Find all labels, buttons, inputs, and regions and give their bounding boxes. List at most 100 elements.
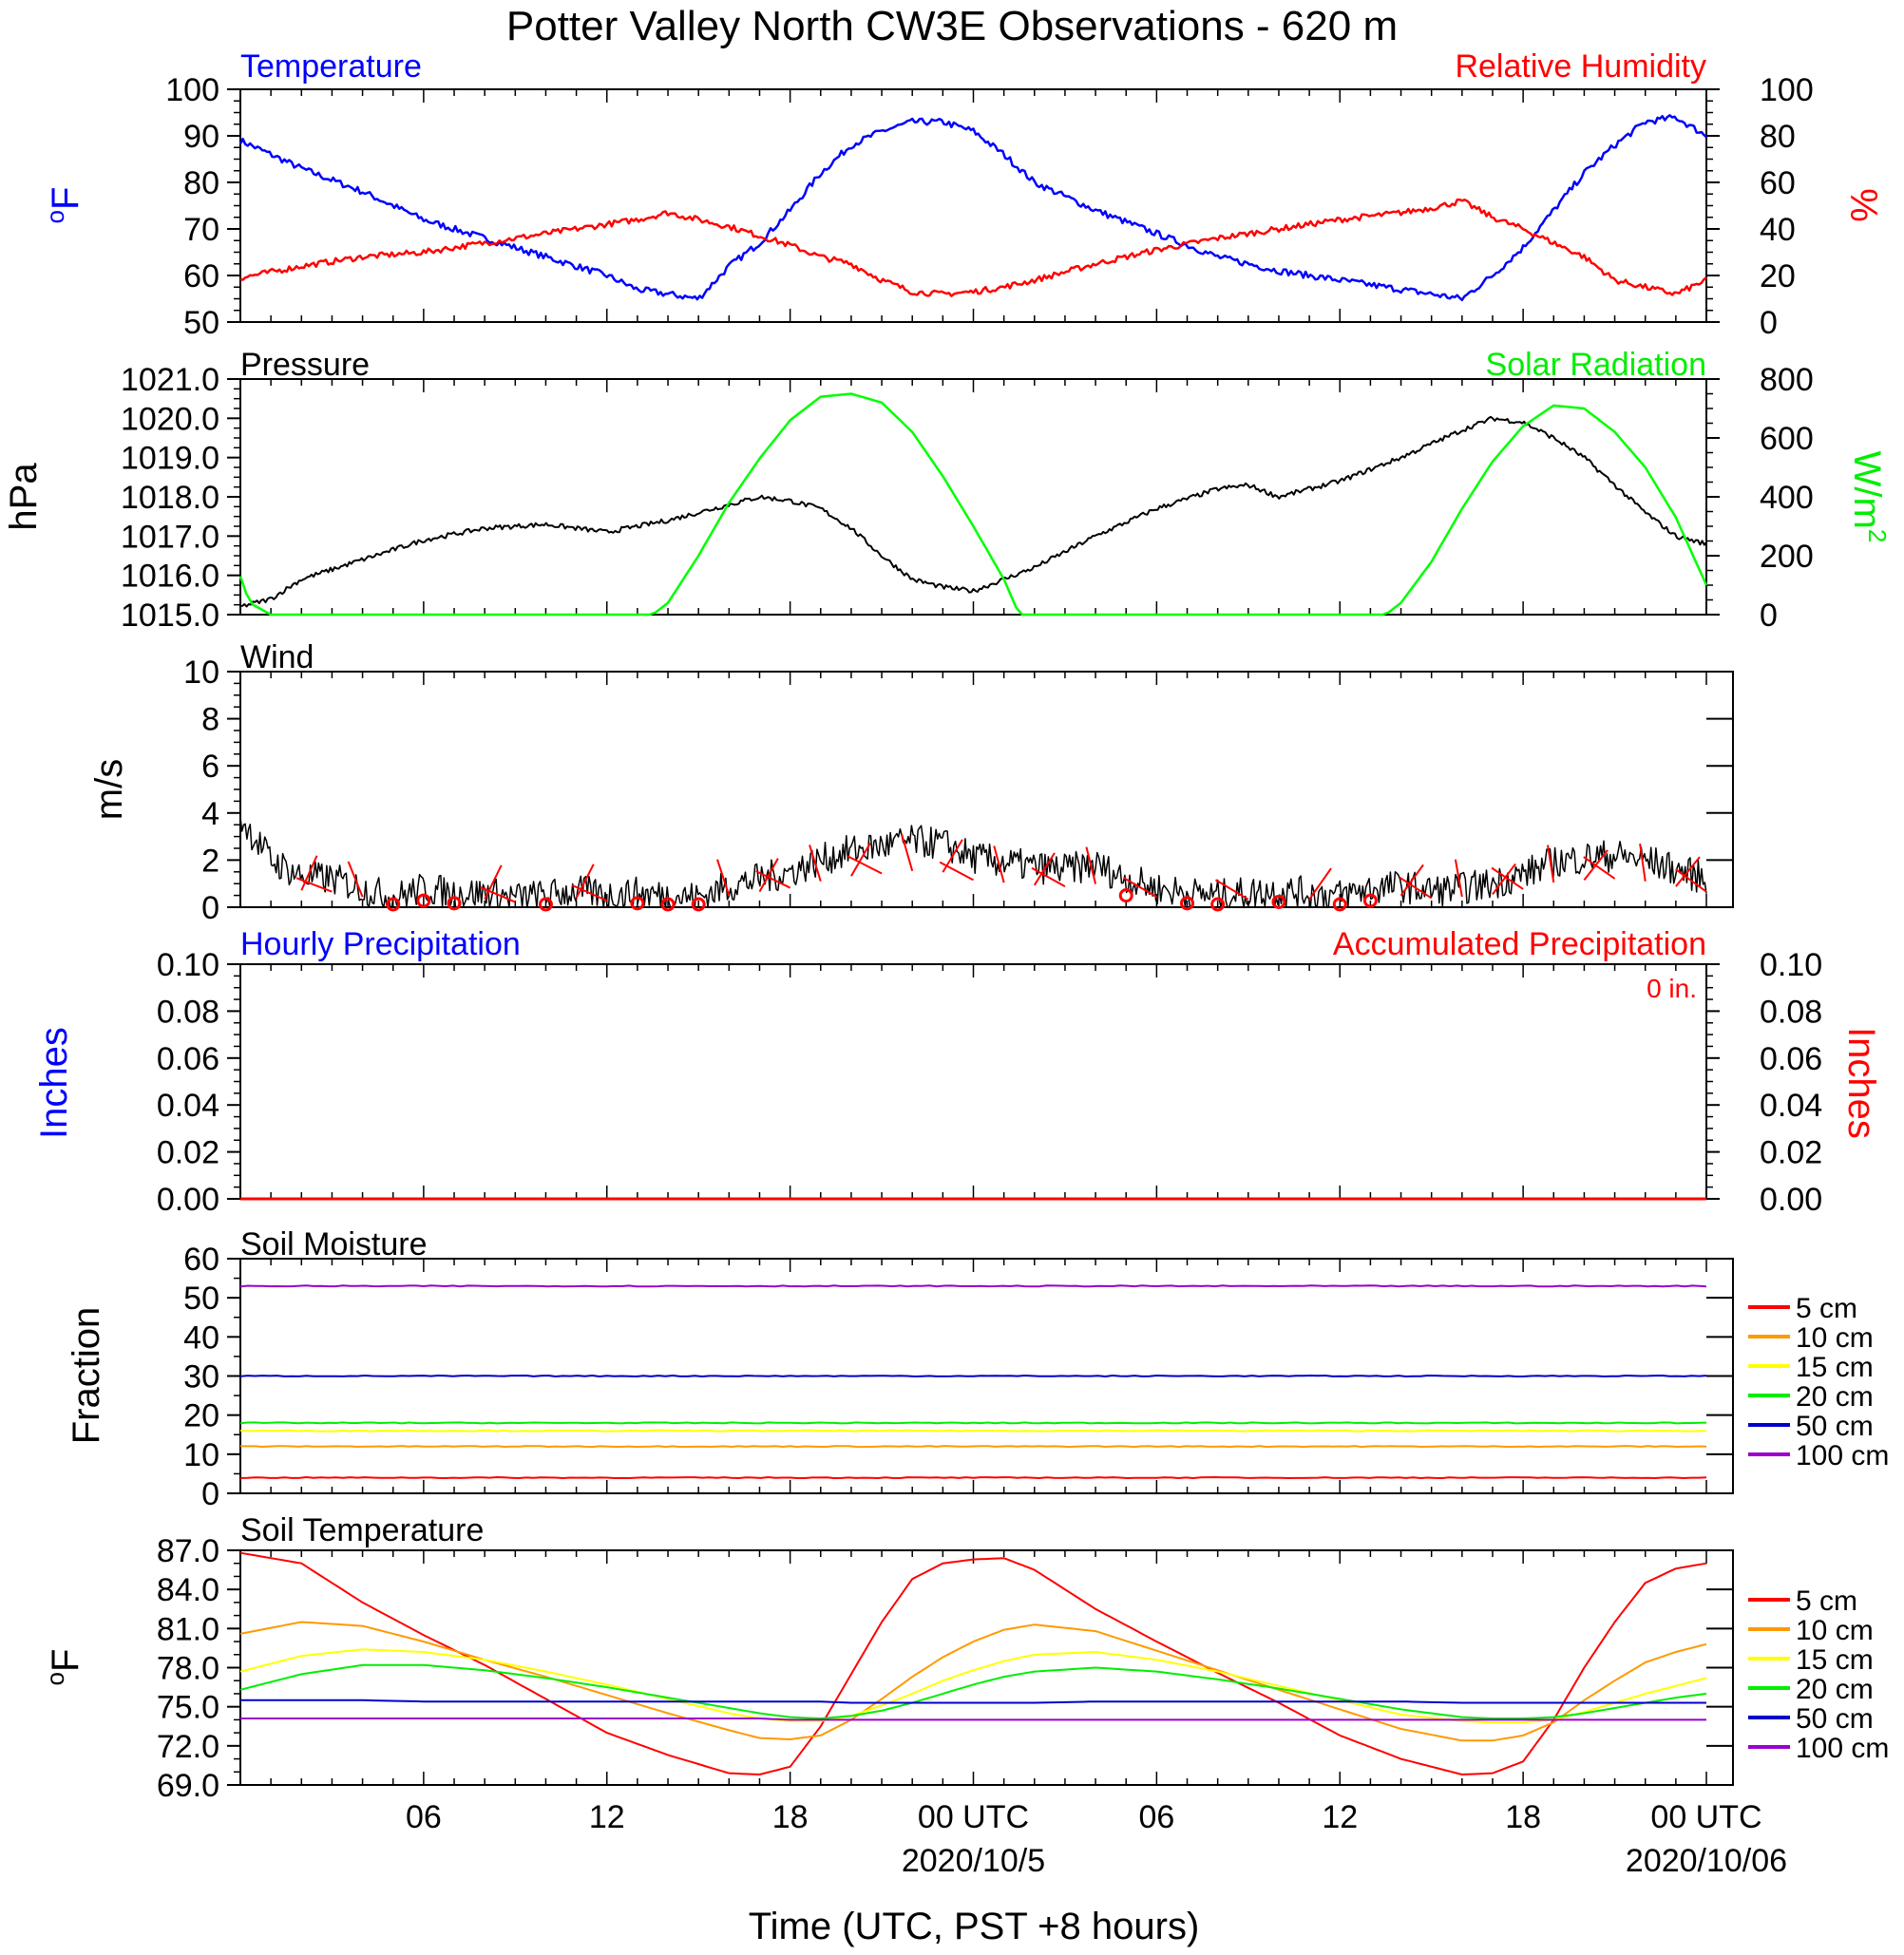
pressure-y-tick-label: 1019.0: [121, 441, 219, 477]
soil-temp-line-50cm: [240, 1699, 1706, 1704]
wind-barb: [295, 877, 333, 893]
soil-temp-unit-label: oF: [41, 1649, 86, 1686]
wind-calm-marker: [1180, 896, 1195, 911]
soil-temp-line-100cm: [240, 1718, 1706, 1721]
soil-moisture-y-tick-label: 30: [183, 1359, 219, 1395]
wind-y-tick-label: 2: [201, 843, 219, 879]
x-tick-label: 18: [772, 1799, 809, 1835]
x-tick-label: 06: [1138, 1799, 1174, 1835]
solar-unit-label: W/m2: [1846, 451, 1892, 543]
temp-unit-label: oF: [41, 187, 86, 224]
wind-calm-marker: [660, 897, 676, 912]
soil-moisture-line-5cm: [239, 1476, 1707, 1479]
soil-moisture-line-10cm: [239, 1445, 1707, 1449]
soil-moisture-legend-label: 5 cm: [1796, 1293, 1857, 1324]
soil-moisture-legend-label: 15 cm: [1796, 1352, 1874, 1383]
solar-y-tick-label: 400: [1760, 480, 1814, 516]
soil-temp-y-tick-label: 87.0: [157, 1533, 219, 1569]
x-tick-label: 06: [406, 1799, 442, 1835]
soil-temp-y-tick-label: 84.0: [157, 1572, 219, 1608]
precip-left-unit-label: Inches: [33, 1027, 75, 1139]
humidity-label: Relative Humidity: [1455, 48, 1706, 85]
rh-y-tick-label: 80: [1760, 119, 1796, 155]
wind-barb: [480, 885, 516, 903]
soil-temp-y-tick-label: 72.0: [157, 1729, 219, 1765]
wind-y-tick-label: 8: [201, 702, 219, 738]
wind-barb: [847, 855, 883, 875]
soil-moisture-unit-label: Fraction: [66, 1307, 107, 1445]
wind-y-tick-label: 0: [201, 890, 219, 926]
wind-y-tick-label: 10: [183, 655, 219, 691]
temp-y-tick-label: 90: [183, 119, 219, 155]
rh-y-tick-label: 40: [1760, 212, 1796, 248]
svg-text:oF: oF: [41, 187, 86, 224]
wind-unit-label: m/s: [88, 759, 130, 820]
soil-moisture-line-20cm: [239, 1421, 1707, 1425]
wind-y-tick-label: 6: [201, 749, 219, 785]
x-tick-label: 18: [1505, 1799, 1541, 1835]
soil-temp-line-5cm: [239, 1551, 1707, 1775]
temperature-label: Temperature: [240, 48, 422, 85]
pressure-y-tick-label: 1017.0: [121, 519, 219, 555]
wind-barb: [1031, 866, 1066, 888]
wind-barb: [1675, 868, 1707, 893]
wind-barb: [1399, 876, 1433, 900]
wind-calm-marker: [538, 897, 553, 912]
wind-barb: [755, 870, 791, 889]
soil-temp-legend-label: 10 cm: [1796, 1615, 1874, 1646]
wind-barb: [575, 864, 595, 899]
rh-y-tick-label: 100: [1760, 72, 1814, 108]
temp-y-tick-label: 60: [183, 258, 219, 294]
pressure-y-tick-label: 1018.0: [121, 480, 219, 516]
precip-left-y-tick-label: 0.08: [157, 994, 219, 1030]
wind-calm-marker: [1210, 897, 1226, 912]
temp-y-tick-label: 50: [183, 305, 219, 341]
wind-barb: [716, 859, 731, 897]
soil-moisture-line-100cm: [239, 1284, 1707, 1288]
soil-moisture-label: Soil Moisture: [240, 1226, 428, 1262]
precip-right-unit-label: Inches: [1840, 1027, 1882, 1139]
precip-right-y-tick-label: 0.02: [1760, 1135, 1822, 1171]
soil-temp-y-tick-label: 69.0: [157, 1768, 219, 1804]
wind-calm-marker: [386, 897, 401, 912]
wind-calm-marker: [1118, 888, 1133, 903]
x-tick-label: 00 UTC: [918, 1799, 1029, 1835]
soil-moisture-legend-label: 10 cm: [1796, 1322, 1874, 1354]
wind-barb: [484, 864, 503, 901]
plot-layer: 50607080901000204060801001015.01016.0101…: [121, 72, 1889, 1879]
svg-text:oF: oF: [41, 1649, 86, 1686]
temp-y-tick-label: 80: [183, 165, 219, 201]
soil-moisture-y-tick-label: 60: [183, 1242, 219, 1278]
wind-barb: [1215, 879, 1249, 901]
wind-barb: [571, 883, 608, 902]
wind-barb: [1583, 856, 1616, 880]
x-date-label: 2020/10/06: [1626, 1843, 1787, 1879]
soil-temp-y-tick-label: 81.0: [157, 1611, 219, 1647]
x-tick-label: 12: [1322, 1799, 1358, 1835]
pressure-y-tick-label: 1015.0: [121, 598, 219, 634]
panel-frame-pressure-solar: [239, 378, 1707, 616]
soil-temp-y-tick-label: 78.0: [157, 1651, 219, 1687]
wind-barb: [809, 845, 822, 883]
wind-barb: [1123, 877, 1157, 898]
pressure-y-tick-label: 1016.0: [121, 559, 219, 595]
wind-calm-marker: [691, 897, 706, 912]
x-date-label: 2020/10/5: [902, 1843, 1045, 1879]
temp-unit-F: F: [45, 187, 86, 210]
wind-calm-marker: [1332, 897, 1347, 912]
wind-barb: [1547, 845, 1555, 883]
soil-moisture-y-tick-label: 50: [183, 1281, 219, 1317]
wind-barb: [758, 858, 779, 893]
wind-barb: [1399, 864, 1424, 897]
pressure-line: [239, 415, 1707, 608]
wind-barb: [1491, 866, 1524, 890]
wind-calm-marker: [447, 896, 462, 911]
soil-temp-line-15cm: [239, 1648, 1707, 1724]
soil-moisture-y-tick-label: 20: [183, 1398, 219, 1434]
wind-barb: [942, 839, 963, 873]
wind-calm-marker: [1271, 894, 1286, 909]
pressure-y-tick-label: 1021.0: [121, 362, 219, 398]
precip-right-y-tick-label: 0.06: [1760, 1041, 1822, 1077]
